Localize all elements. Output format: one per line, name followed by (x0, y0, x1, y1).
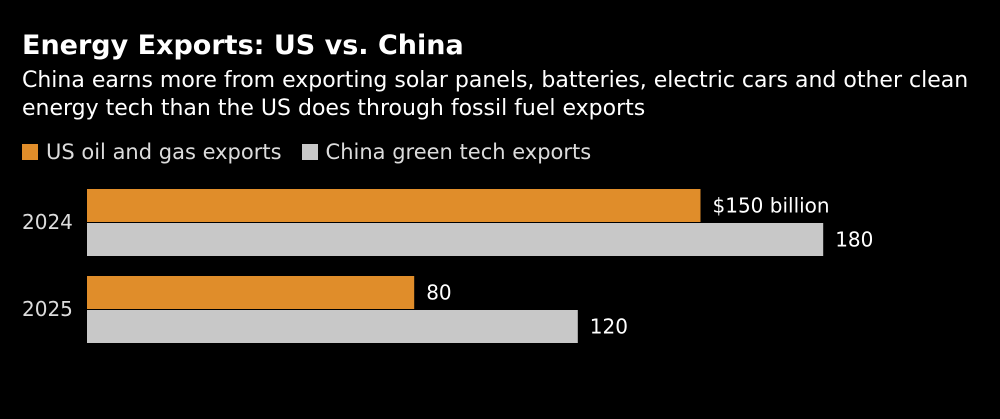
bar-us-2025 (87, 276, 415, 309)
chart-subtitle: China earns more from exporting solar pa… (22, 68, 969, 121)
legend-item-us: US oil and gas exports (22, 140, 282, 164)
legend: US oil and gas exports China green tech … (22, 140, 611, 164)
category-label-2025: 2025 (22, 297, 73, 321)
category-label-2024: 2024 (22, 210, 73, 234)
legend-label-us: US oil and gas exports (46, 140, 282, 164)
value-label-us-2024: $150 billion (713, 194, 830, 218)
value-label-china-2024: 180 (835, 228, 873, 252)
chart-title: Energy Exports: US vs. China (22, 30, 464, 61)
legend-swatch-us (22, 144, 38, 160)
value-label-us-2025: 80 (426, 281, 451, 305)
legend-label-china: China green tech exports (325, 140, 592, 164)
bar-china-2025 (87, 310, 578, 343)
value-label-china-2025: 120 (590, 315, 628, 339)
legend-item-china: China green tech exports (301, 140, 592, 164)
bar-china-2024 (87, 223, 824, 256)
bar-us-2024 (87, 189, 701, 222)
legend-swatch-china (301, 144, 318, 160)
